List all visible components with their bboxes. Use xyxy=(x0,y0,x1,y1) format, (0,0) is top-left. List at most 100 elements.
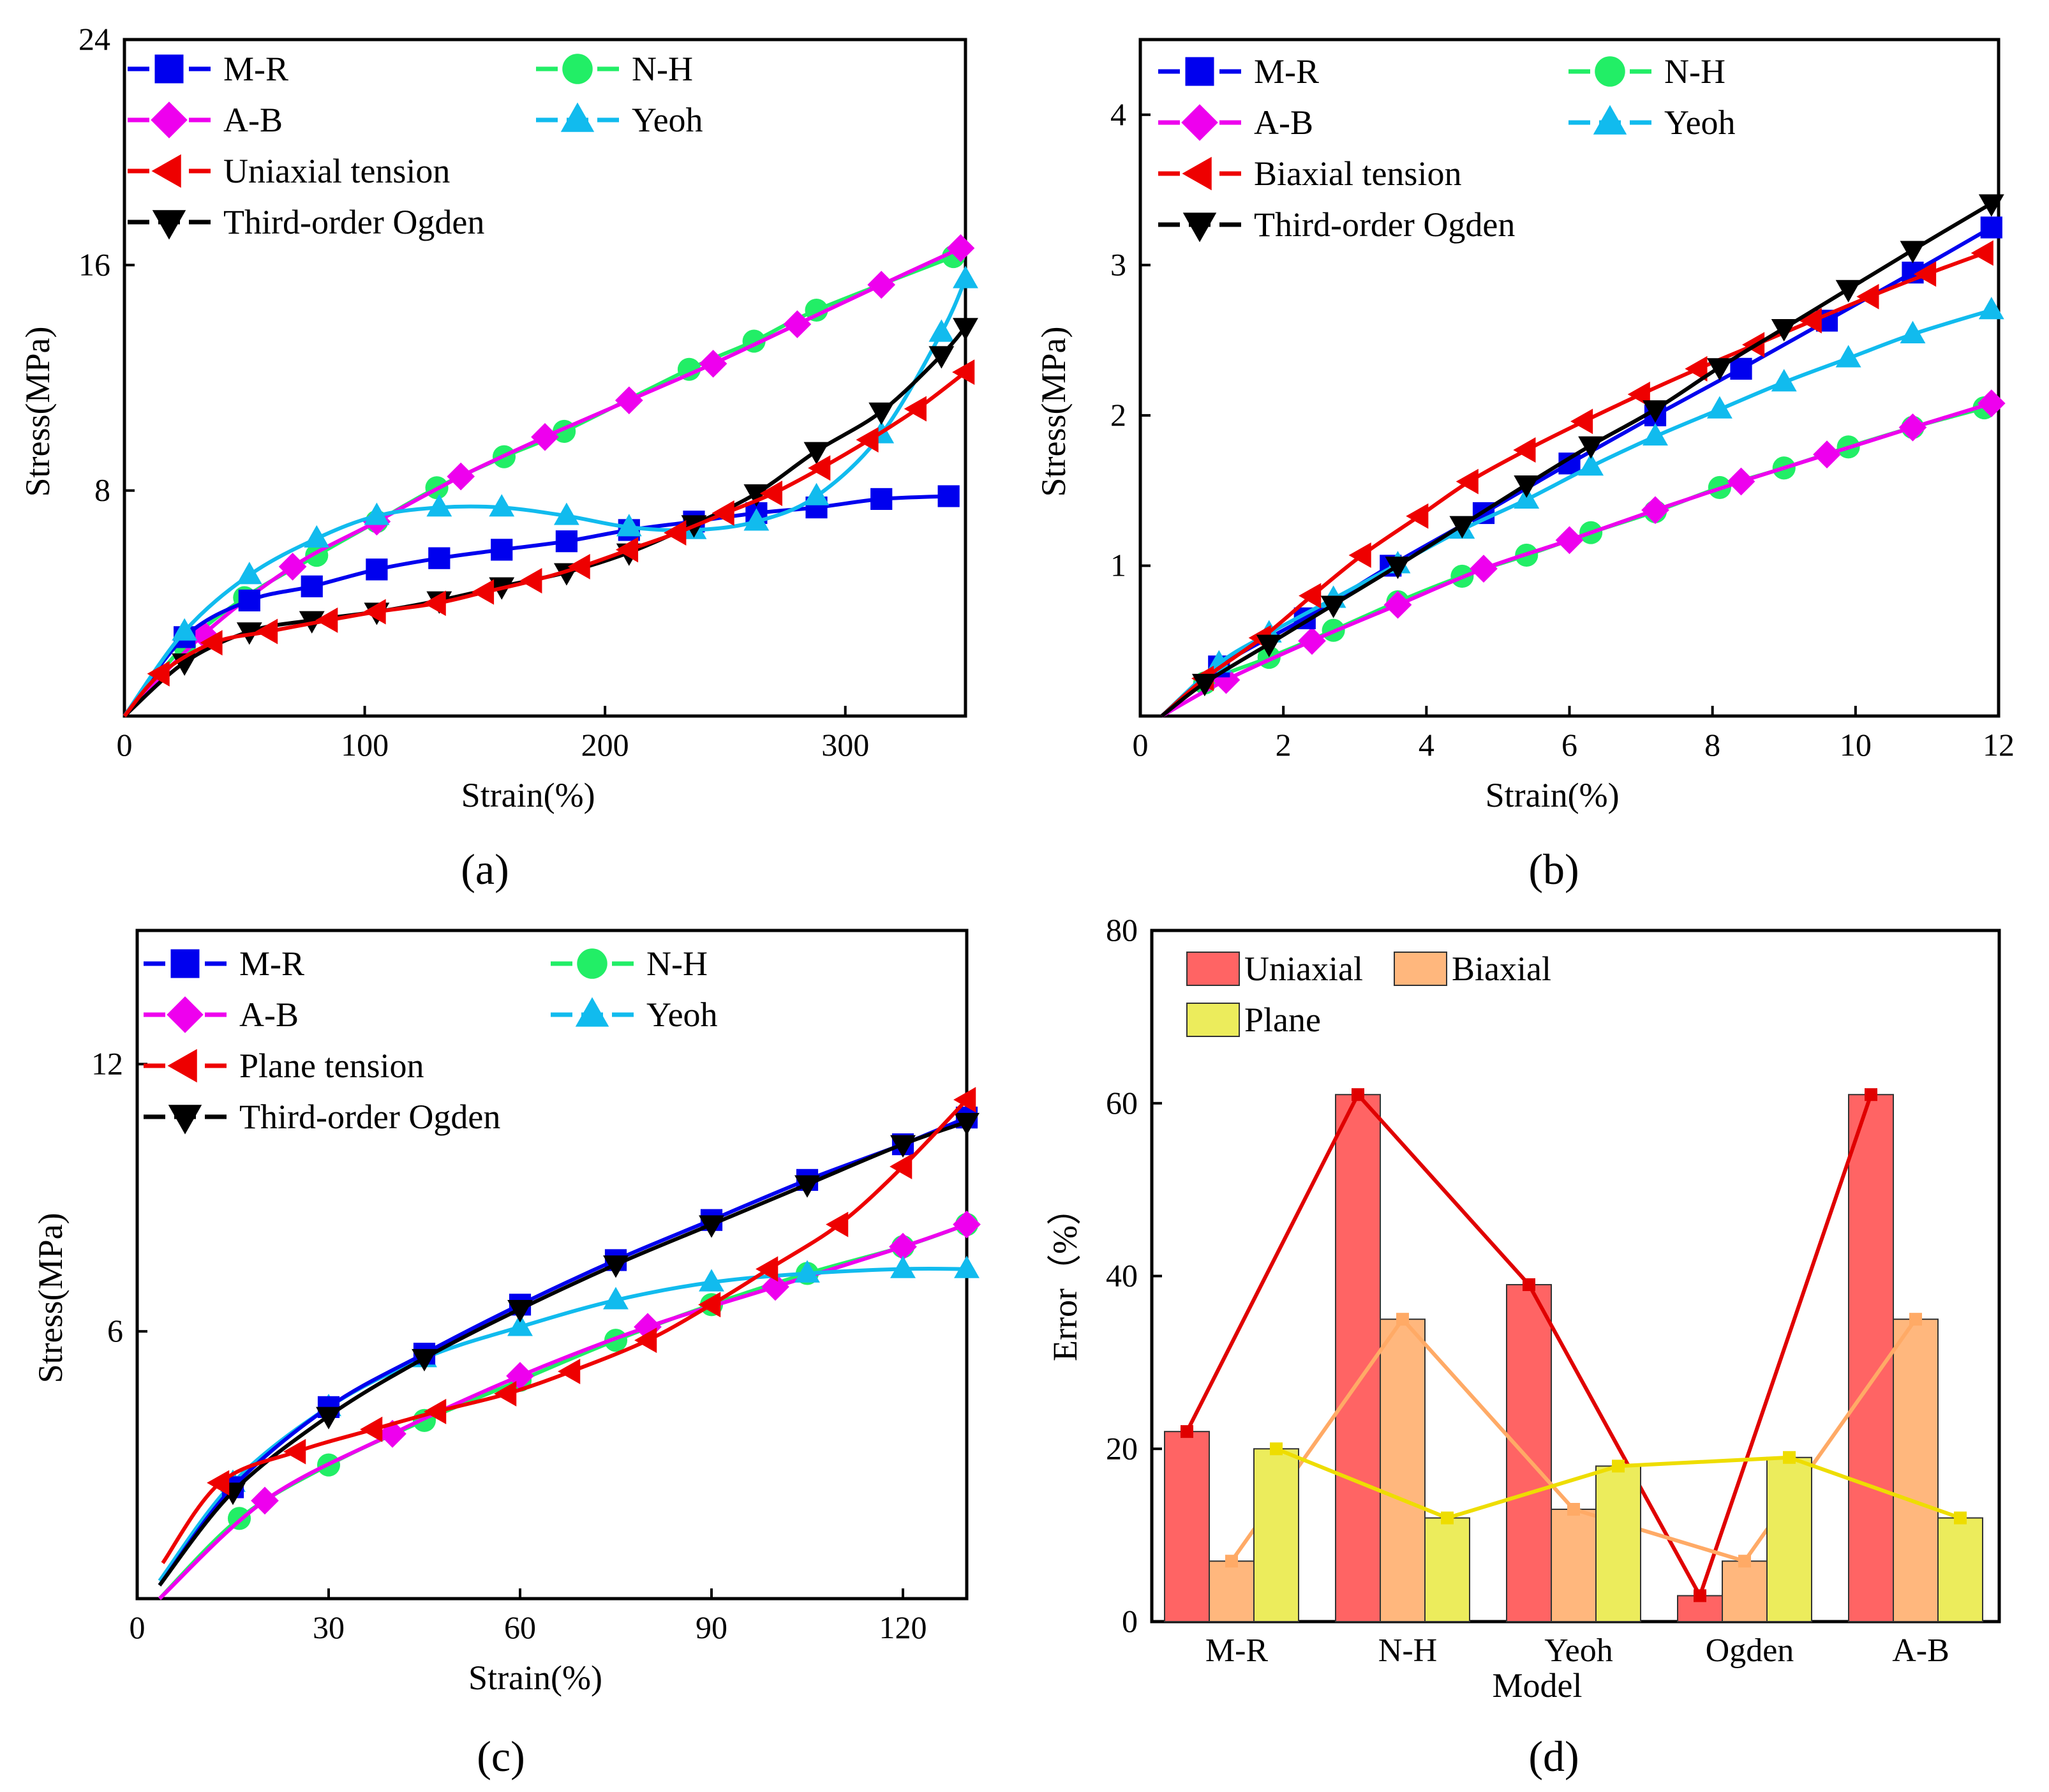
series-line-uniaxial-tension xyxy=(123,370,967,717)
data-point-biaxial-tension xyxy=(1406,503,1429,529)
data-point-uniaxial-tension xyxy=(567,553,590,579)
data-point-a-b xyxy=(1898,413,1927,442)
data-point-third-order-ogden xyxy=(1385,556,1411,579)
data-point-a-b xyxy=(531,422,559,451)
legend-marker xyxy=(560,102,595,132)
data-point-m-r xyxy=(937,485,960,507)
data-point-plane-tension xyxy=(634,1327,657,1354)
data-point-uniaxial-tension xyxy=(147,661,170,687)
data-point-a-b xyxy=(699,350,727,378)
bar-plane xyxy=(1595,1465,1641,1622)
data-point-third-order-ogden xyxy=(743,484,770,507)
data-point-uniaxial-tension xyxy=(363,599,386,625)
legend-marker xyxy=(1182,213,1217,243)
legend-label: Third-order Ogden xyxy=(239,1098,500,1136)
x-tick-label: 10 xyxy=(1840,727,1872,763)
data-point-a-b xyxy=(251,1486,279,1515)
data-point-yeoh xyxy=(1835,345,1861,368)
data-point-yeoh xyxy=(172,618,198,641)
legend-label: A-B xyxy=(1254,103,1313,142)
data-point-yeoh xyxy=(1978,297,2004,320)
data-point-uniaxial-tension xyxy=(759,481,782,507)
series-line-yeoh xyxy=(158,1266,967,1582)
legend-marker xyxy=(1185,57,1214,86)
legend-label: Plane tension xyxy=(239,1047,424,1085)
data-point-third-order-ogden xyxy=(803,442,830,465)
x-axis-label: Strain(%) xyxy=(1486,776,1620,814)
bar-uniaxial xyxy=(1164,1431,1210,1623)
data-point-a-b xyxy=(278,553,307,581)
x-tick-label: A-B xyxy=(1892,1632,1949,1669)
data-point-third-order-ogden xyxy=(794,1175,820,1198)
data-point-third-order-ogden xyxy=(890,1135,916,1158)
y-tick-label: 20 xyxy=(1106,1430,1138,1466)
y-tick-label: 6 xyxy=(107,1313,123,1348)
legend-label: A-B xyxy=(223,101,283,139)
trend-point-plane xyxy=(1270,1442,1283,1456)
series-line-yeoh xyxy=(1160,308,1992,718)
trend-point-plane xyxy=(1783,1451,1796,1464)
bar-biaxial xyxy=(1893,1318,1939,1622)
x-axis-label: Strain(%) xyxy=(461,776,595,814)
data-point-yeoh xyxy=(953,265,978,288)
trend-point-biaxial xyxy=(1738,1555,1751,1568)
legend-swatch xyxy=(1186,952,1240,986)
legend-marker xyxy=(167,1049,197,1083)
series-line-third-order-ogden xyxy=(158,1120,967,1587)
data-point-m-r xyxy=(238,589,260,612)
panel-label: (a) xyxy=(461,845,509,893)
y-axis-label: Stress(MPa) xyxy=(1034,327,1073,497)
data-point-uniaxial-tension xyxy=(255,618,278,645)
y-tick-label: 60 xyxy=(1106,1085,1138,1121)
x-tick-label: 200 xyxy=(581,727,629,763)
data-point-a-b xyxy=(953,1210,981,1239)
data-point-third-order-ogden xyxy=(1643,400,1668,423)
legend-label: M-R xyxy=(239,945,304,983)
legend-marker xyxy=(154,54,184,84)
data-point-m-r xyxy=(366,558,388,581)
x-tick-label: 12 xyxy=(1983,727,2015,763)
y-tick-label: 0 xyxy=(1122,1603,1138,1639)
x-tick-label: 60 xyxy=(504,1609,536,1645)
data-point-a-b xyxy=(946,234,975,262)
data-point-third-order-ogden xyxy=(1514,475,1540,498)
data-point-uniaxial-tension xyxy=(200,630,223,656)
legend-label: Uniaxial tension xyxy=(223,152,450,190)
data-point-yeoh xyxy=(1706,396,1732,419)
trend-point-biaxial xyxy=(1396,1313,1409,1326)
trend-point-plane xyxy=(1441,1511,1454,1525)
legend-marker xyxy=(575,997,609,1027)
data-point-a-b xyxy=(1383,590,1412,619)
x-tick-label: M-R xyxy=(1205,1632,1269,1669)
data-point-third-order-ogden xyxy=(1449,516,1475,539)
trend-point-biaxial xyxy=(1909,1313,1922,1326)
data-point-yeoh xyxy=(1900,320,1926,343)
data-point-third-order-ogden xyxy=(507,1300,533,1323)
x-tick-label: 100 xyxy=(341,727,389,763)
panel-label: (c) xyxy=(477,1732,525,1781)
trend-point-biaxial xyxy=(1225,1555,1238,1568)
bar-biaxial xyxy=(1722,1560,1768,1623)
data-point-m-r xyxy=(491,539,513,561)
legend-marker xyxy=(170,949,200,978)
y-axis-label: Stress(MPa) xyxy=(19,327,57,497)
data-point-third-order-ogden xyxy=(1256,634,1282,657)
data-point-biaxial-tension xyxy=(1570,408,1593,435)
data-point-third-order-ogden xyxy=(868,402,895,425)
y-tick-label: 40 xyxy=(1106,1258,1138,1294)
legend-label: N-H xyxy=(646,945,708,983)
data-point-yeoh xyxy=(553,502,579,525)
legend: M-R N-H A-B Yeoh Biaxial tension Third-order … xyxy=(1158,52,1736,244)
data-point-yeoh xyxy=(743,508,770,531)
data-point-uniaxial-tension xyxy=(519,568,542,594)
legend-marker xyxy=(562,54,593,84)
data-point-a-b xyxy=(1727,467,1755,496)
x-tick-label: 0 xyxy=(130,1609,145,1645)
data-point-m-r xyxy=(428,547,451,569)
legend-label: Third-order Ogden xyxy=(223,203,484,241)
data-point-plane-tension xyxy=(494,1380,517,1407)
legend-marker xyxy=(577,948,607,979)
data-point-third-order-ogden xyxy=(1191,673,1218,697)
legend-label: M-R xyxy=(223,50,288,88)
x-tick-label: 0 xyxy=(1133,727,1149,763)
